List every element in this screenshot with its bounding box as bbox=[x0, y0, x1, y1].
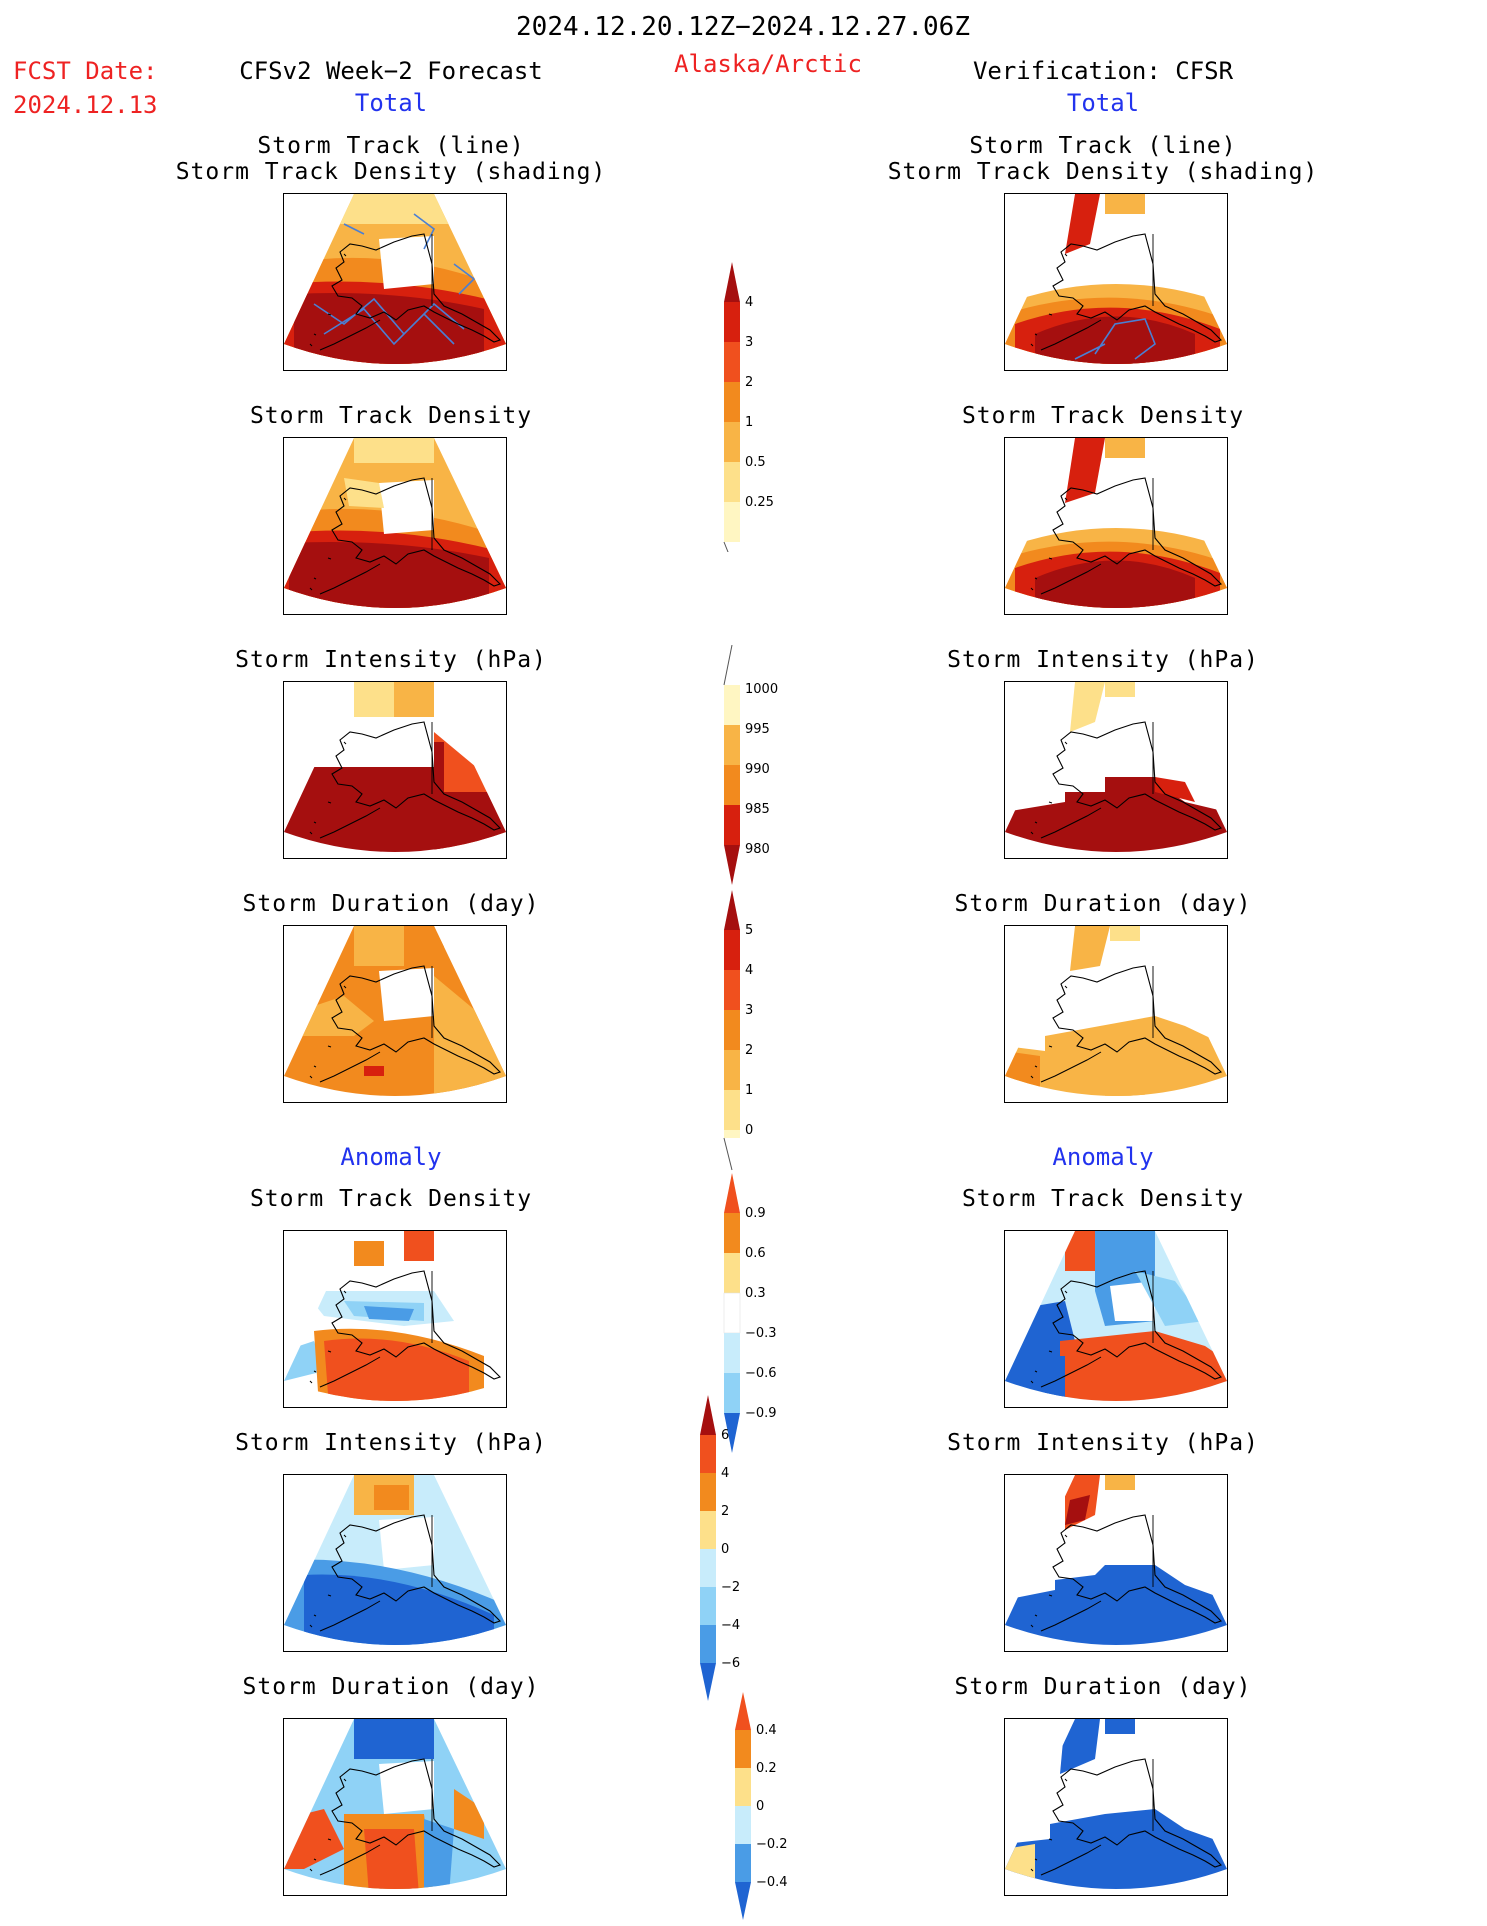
cbar-anom-duration-label: 0.2 bbox=[756, 1761, 777, 1776]
cbar-total-duration-label: 5 bbox=[745, 923, 753, 938]
cbar-total-intensity-label: 995 bbox=[745, 722, 770, 737]
cbar-total-density-label: 4 bbox=[745, 295, 753, 310]
colorbar-total-density: 4 3 2 1 0.5 0.25 bbox=[720, 262, 800, 563]
colorbar-anom-intensity: 6 4 2 0 −2 −4 −6 bbox=[696, 1395, 776, 1709]
cbar-anom-intensity-label: 6 bbox=[721, 1428, 729, 1443]
cbar-total-density-label: 1 bbox=[745, 415, 753, 430]
left-title-anom-density: Storm Track Density bbox=[249, 1186, 533, 1212]
cbar-total-density-label: 0.25 bbox=[745, 495, 774, 510]
forecast-title: CFSv2 Week−2 Forecast bbox=[239, 57, 543, 85]
cbar-anom-duration-label: 0 bbox=[756, 1799, 764, 1814]
left-total-label: Total bbox=[354, 89, 428, 117]
cbar-anom-intensity-label: 0 bbox=[721, 1542, 729, 1557]
map-fcst-total-intensity bbox=[283, 681, 507, 859]
fcst-date-label: FCST Date: bbox=[13, 57, 158, 85]
left-title-density: Storm Track Density bbox=[249, 403, 533, 429]
map-verif-anom-duration bbox=[1004, 1718, 1228, 1896]
cbar-total-density-label: 0.5 bbox=[745, 455, 766, 470]
map-fcst-total-duration bbox=[283, 925, 507, 1103]
cbar-anom-intensity-label: 2 bbox=[721, 1504, 729, 1519]
cbar-total-intensity-label: 1000 bbox=[745, 682, 778, 697]
cbar-anom-density-label: 0.9 bbox=[745, 1206, 766, 1221]
cbar-total-duration-label: 1 bbox=[745, 1083, 753, 1098]
cbar-anom-duration-label: −0.4 bbox=[756, 1875, 788, 1890]
map-verif-total-density bbox=[1004, 437, 1228, 615]
cbar-total-duration-label: 3 bbox=[745, 1003, 753, 1018]
left-title-anom-duration: Storm Duration (day) bbox=[242, 1674, 540, 1700]
left-title-intensity: Storm Intensity (hPa) bbox=[235, 647, 547, 673]
right-anomaly-label: Anomaly bbox=[1052, 1143, 1154, 1171]
fcst-date-value: 2024.12.13 bbox=[13, 91, 158, 119]
cbar-anom-duration-label: −0.2 bbox=[756, 1837, 788, 1852]
right-total-label: Total bbox=[1066, 89, 1140, 117]
left-anomaly-label: Anomaly bbox=[340, 1143, 442, 1171]
date-range-title: 2024.12.20.12Z−2024.12.27.06Z bbox=[516, 12, 970, 42]
map-fcst-anom-duration bbox=[283, 1718, 507, 1896]
region-title: Alaska/Arctic bbox=[674, 50, 862, 78]
cbar-anom-density-label: −0.9 bbox=[745, 1406, 777, 1421]
cbar-anom-density-label: −0.6 bbox=[745, 1366, 777, 1381]
cbar-anom-duration-label: 0.4 bbox=[756, 1723, 777, 1738]
left-title-track-shading: Storm Track Density (shading) bbox=[175, 159, 607, 185]
right-title-track-line: Storm Track (line) bbox=[969, 133, 1237, 159]
cbar-anom-density-label: −0.3 bbox=[745, 1326, 777, 1341]
cbar-total-duration-label: 4 bbox=[745, 963, 753, 978]
cbar-anom-intensity-label: −6 bbox=[721, 1656, 740, 1671]
map-fcst-total-density bbox=[283, 437, 507, 615]
cbar-anom-intensity-label: 4 bbox=[721, 1466, 729, 1481]
cbar-total-density-label: 3 bbox=[745, 335, 753, 350]
right-title-density: Storm Track Density bbox=[961, 403, 1245, 429]
right-title-duration: Storm Duration (day) bbox=[954, 891, 1252, 917]
right-title-track-shading: Storm Track Density (shading) bbox=[887, 159, 1319, 185]
map-verif-total-duration bbox=[1004, 925, 1228, 1103]
map-fcst-total-track bbox=[283, 193, 507, 371]
left-title-anom-intensity: Storm Intensity (hPa) bbox=[235, 1430, 547, 1456]
left-title-track-line: Storm Track (line) bbox=[257, 133, 525, 159]
colorbar-anom-density: 0.9 0.6 0.3 −0.3 −0.6 −0.9 bbox=[720, 1173, 800, 1457]
colorbar-total-intensity: 1000 995 990 985 980 bbox=[720, 644, 800, 889]
right-title-anom-intensity: Storm Intensity (hPa) bbox=[947, 1430, 1259, 1456]
cbar-total-intensity-label: 990 bbox=[745, 762, 770, 777]
right-title-anom-duration: Storm Duration (day) bbox=[954, 1674, 1252, 1700]
map-verif-anom-intensity bbox=[1004, 1474, 1228, 1652]
cbar-total-intensity-label: 985 bbox=[745, 802, 770, 817]
verification-title: Verification: CFSR bbox=[972, 57, 1234, 85]
cbar-anom-intensity-label: −2 bbox=[721, 1580, 740, 1595]
cbar-total-duration-label: 0 bbox=[745, 1123, 753, 1138]
left-title-duration: Storm Duration (day) bbox=[242, 891, 540, 917]
colorbar-total-duration: 5 4 3 2 1 0 bbox=[720, 890, 800, 1184]
map-fcst-anom-intensity bbox=[283, 1474, 507, 1652]
colorbar-anom-duration: 0.4 0.2 0 −0.2 −0.4 bbox=[731, 1692, 811, 1926]
map-verif-total-track bbox=[1004, 193, 1228, 371]
cbar-total-duration-label: 2 bbox=[745, 1043, 753, 1058]
right-title-intensity: Storm Intensity (hPa) bbox=[947, 647, 1259, 673]
cbar-anom-density-label: 0.6 bbox=[745, 1246, 766, 1261]
map-verif-total-intensity bbox=[1004, 681, 1228, 859]
cbar-anom-density-label: 0.3 bbox=[745, 1286, 766, 1301]
cbar-total-density-label: 2 bbox=[745, 375, 753, 390]
right-title-anom-density: Storm Track Density bbox=[961, 1186, 1245, 1212]
cbar-anom-intensity-label: −4 bbox=[721, 1618, 740, 1633]
cbar-total-intensity-label: 980 bbox=[745, 842, 770, 857]
map-fcst-anom-density bbox=[283, 1230, 507, 1408]
map-verif-anom-density bbox=[1004, 1230, 1228, 1408]
